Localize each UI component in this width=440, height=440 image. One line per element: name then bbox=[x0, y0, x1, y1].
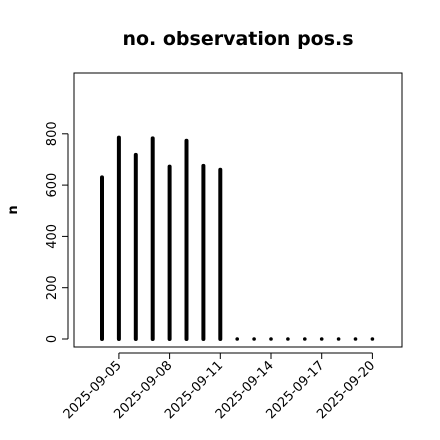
y-tick-label: 800 bbox=[45, 121, 60, 146]
bars bbox=[100, 135, 375, 341]
y-tick-label: 0 bbox=[45, 335, 60, 343]
bar bbox=[319, 337, 324, 341]
bar bbox=[336, 337, 341, 341]
chart-title: no. observation pos.s bbox=[122, 28, 353, 50]
y-tick-label: 600 bbox=[45, 173, 60, 198]
bar bbox=[303, 337, 307, 341]
bar bbox=[235, 337, 239, 341]
y-axis: 0 200 400 600 800 bbox=[45, 121, 69, 343]
y-axis-label: n bbox=[6, 205, 21, 214]
bar bbox=[269, 337, 273, 341]
bar bbox=[286, 337, 290, 341]
bar bbox=[353, 337, 358, 341]
bar bbox=[252, 337, 256, 341]
x-axis: 2025-09-052025-09-082025-09-112025-09-14… bbox=[61, 352, 378, 422]
bar bbox=[370, 337, 375, 341]
y-tick-label: 200 bbox=[45, 275, 60, 300]
y-tick-label: 400 bbox=[45, 224, 60, 249]
plot-frame bbox=[73, 72, 403, 348]
